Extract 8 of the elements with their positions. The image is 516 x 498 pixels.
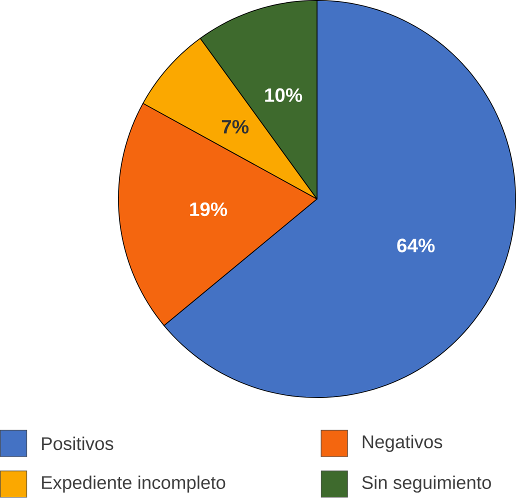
data-label: 64% xyxy=(397,238,435,252)
legend-label: Expediente incompleto xyxy=(42,476,226,493)
data-label: 19% xyxy=(190,202,228,216)
legend-label: Positivos xyxy=(42,436,114,450)
data-label: 7% xyxy=(222,120,249,134)
data-label: 10% xyxy=(265,88,302,102)
legend-label: Negativos xyxy=(362,435,442,452)
legend-label: Sin seguimiento xyxy=(362,476,491,493)
